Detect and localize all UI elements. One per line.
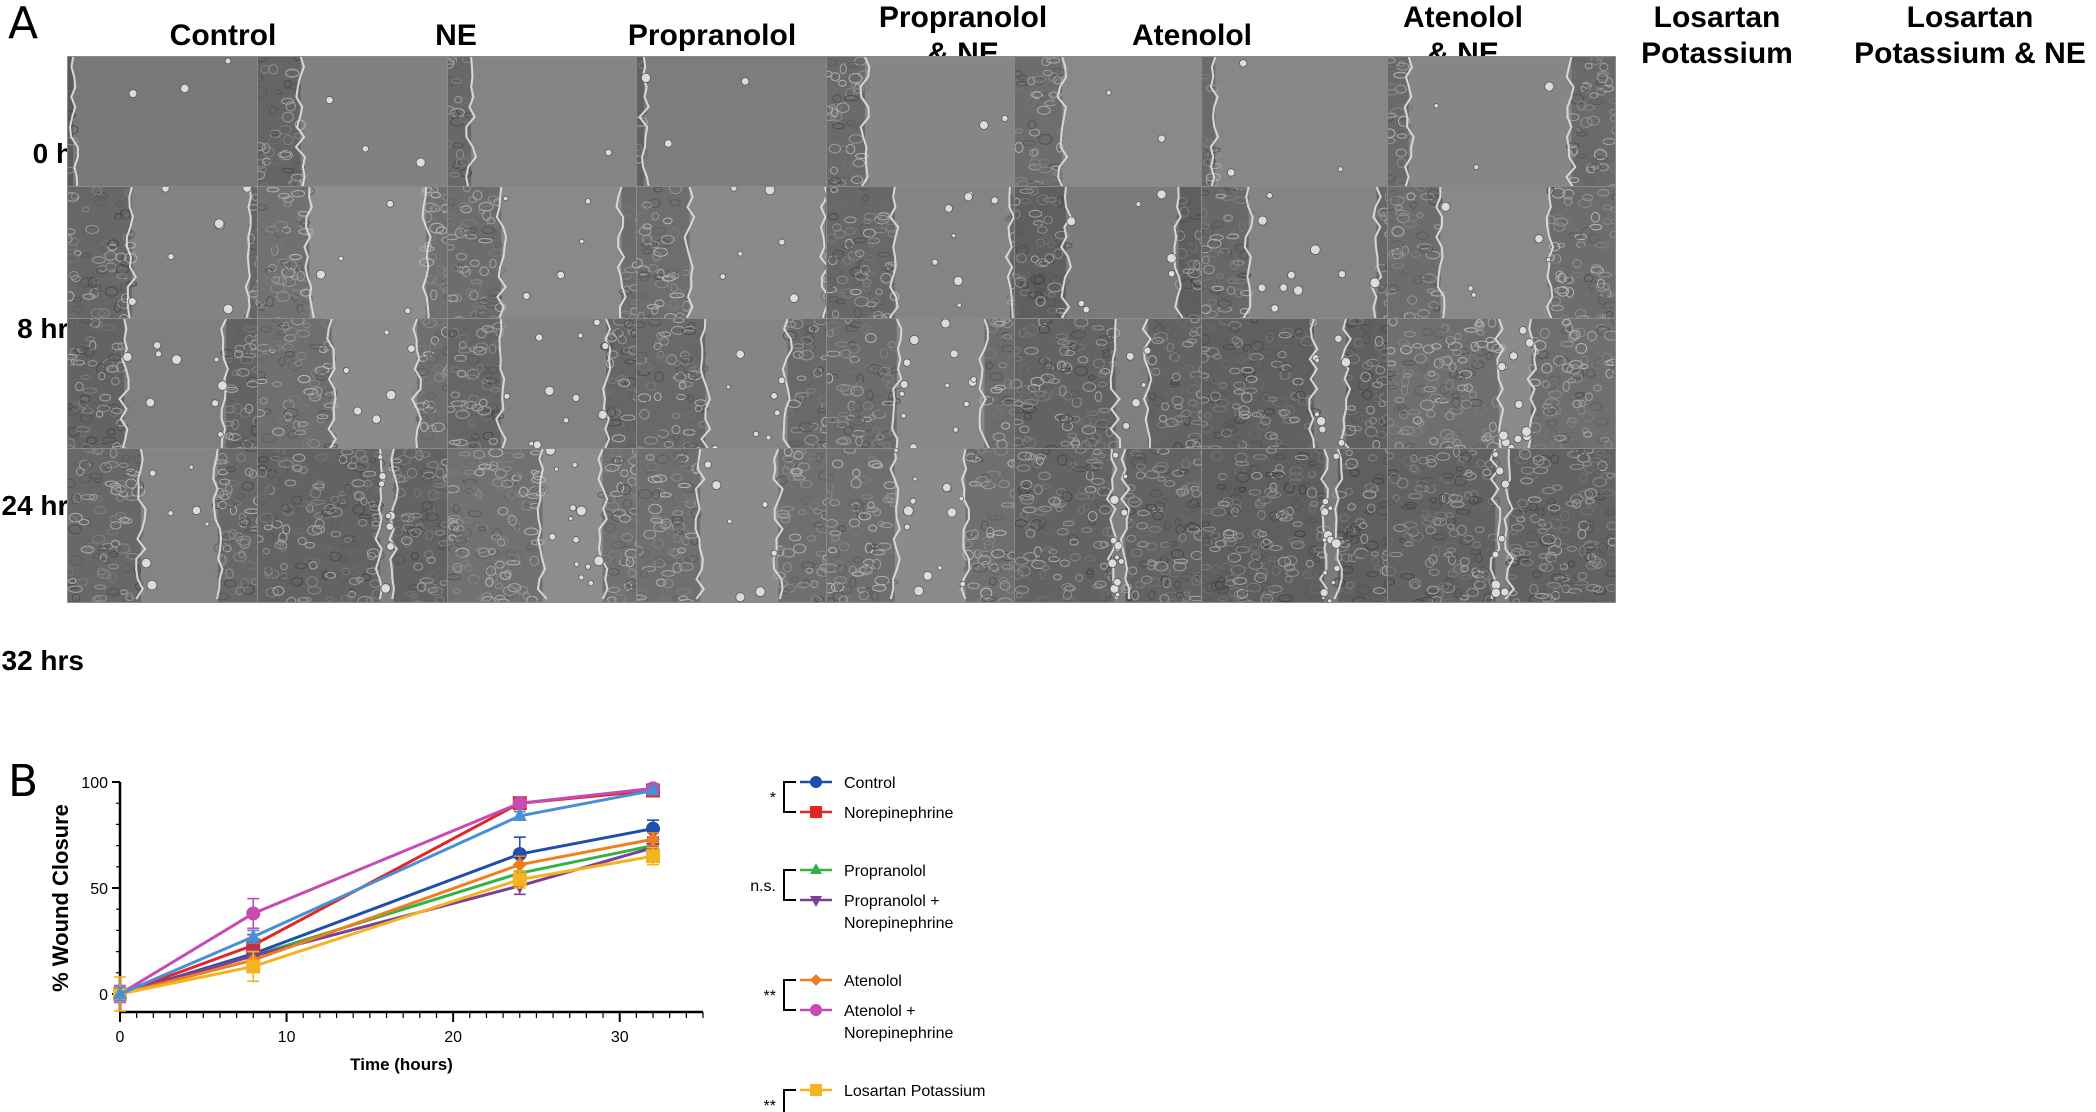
x-tick-label: 0: [116, 1029, 125, 1046]
significance-label: **: [764, 988, 776, 1005]
panel-label-a: A: [8, 0, 39, 49]
legend-label-atenolol-norepinephrine: Norepinephrine: [844, 1025, 954, 1042]
data-point-losartan-potassium: [512, 872, 527, 887]
micrograph-losartan-ne-8hrs: [1387, 186, 1616, 341]
legend-label-propranolol: Propranolol: [844, 863, 926, 880]
x-tick-label: 20: [444, 1029, 462, 1046]
column-header-losartan-ne: Losartan Potassium & NE: [1854, 1, 2086, 70]
row-label-32hrs: 32 hrs: [1, 645, 85, 676]
y-axis-label: % Wound Closure: [48, 804, 73, 992]
legend-label-propranolol-norepinephrine: Norepinephrine: [844, 915, 954, 932]
data-point-losartan-potassium-norepinephrine: [113, 986, 127, 999]
column-header-ne: NE: [435, 19, 477, 52]
legend-bracket: [783, 979, 796, 1011]
legend-marker-atenolol-norepinephrine: [810, 1004, 822, 1016]
legend-marker-propranolol: [810, 863, 822, 874]
micrograph-losartan-ne-24hrs: [1387, 318, 1616, 473]
series-line-atenolol: [119, 837, 654, 996]
y-tick-label: 50: [90, 881, 108, 898]
legend-label-losartan-potassium: Losartan Potassium: [844, 1083, 985, 1100]
x-axis-label: Time (hours): [350, 1055, 453, 1074]
data-point-atenolol-norepinephrine: [246, 906, 261, 921]
legend-marker-atenolol: [810, 974, 822, 986]
panel-label-b: B: [8, 756, 39, 807]
y-tick-label: 100: [81, 775, 108, 792]
x-tick-label: 10: [278, 1029, 296, 1046]
legend-marker-control: [810, 776, 822, 788]
legend-marker-losartan-potassium: [810, 1084, 822, 1096]
legend-bracket: [783, 1089, 796, 1112]
legend-marker-norepinephrine: [810, 806, 822, 818]
legend-bracket: [783, 781, 796, 813]
data-point-losartan-potassium-norepinephrine: [512, 807, 527, 821]
significance-label: *: [770, 790, 776, 807]
data-point-losartan-potassium: [246, 959, 261, 974]
series-line-norepinephrine: [119, 788, 654, 996]
series-line-atenolol-norepinephrine: [119, 786, 654, 996]
legend-marker-propranolol-norepinephrine: [810, 896, 822, 907]
wound-closure-chart: 0 50 100 0 10 20 30 Time (hours) % Wound Closure…: [48, 775, 985, 1112]
column-header-losartan: Losartan Potassium: [1641, 1, 1793, 70]
column-header-propranolol: Propranolol: [627, 19, 797, 52]
data-point-losartan-potassium: [646, 849, 661, 864]
legend-label-atenolol: Atenolol: [844, 973, 902, 990]
column-header-atenolol: Atenolol: [1132, 19, 1252, 52]
legend-label-norepinephrine: Norepinephrine: [844, 805, 954, 822]
legend-label-atenolol-norepinephrine: Atenolol +: [844, 1003, 916, 1020]
data-point-losartan-potassium-norepinephrine: [246, 928, 261, 942]
micrograph-losartan-ne-32hrs: [1387, 448, 1616, 603]
data-point-atenolol: [646, 832, 661, 847]
series-line-losartan-potassium: [119, 854, 654, 996]
data-point-atenolol: [512, 857, 527, 872]
legend-label-control: Control: [844, 775, 896, 792]
legend-label-propranolol-norepinephrine: Propranolol +: [844, 893, 940, 910]
micrograph-losartan-ne-0hr: [1387, 56, 1616, 211]
data-point-losartan-potassium-norepinephrine: [646, 782, 661, 796]
y-tick-label: 0: [99, 987, 108, 1004]
x-tick-label: 30: [611, 1029, 629, 1046]
data-point-atenolol-norepinephrine: [512, 796, 527, 811]
series-line-losartan-potassium-norepinephrine: [119, 789, 654, 996]
significance-label: **: [764, 1098, 776, 1112]
column-header-control: Control: [169, 19, 277, 52]
data-point-control: [512, 847, 527, 862]
legend-bracket: [783, 869, 796, 901]
significance-label: n.s.: [750, 878, 776, 895]
